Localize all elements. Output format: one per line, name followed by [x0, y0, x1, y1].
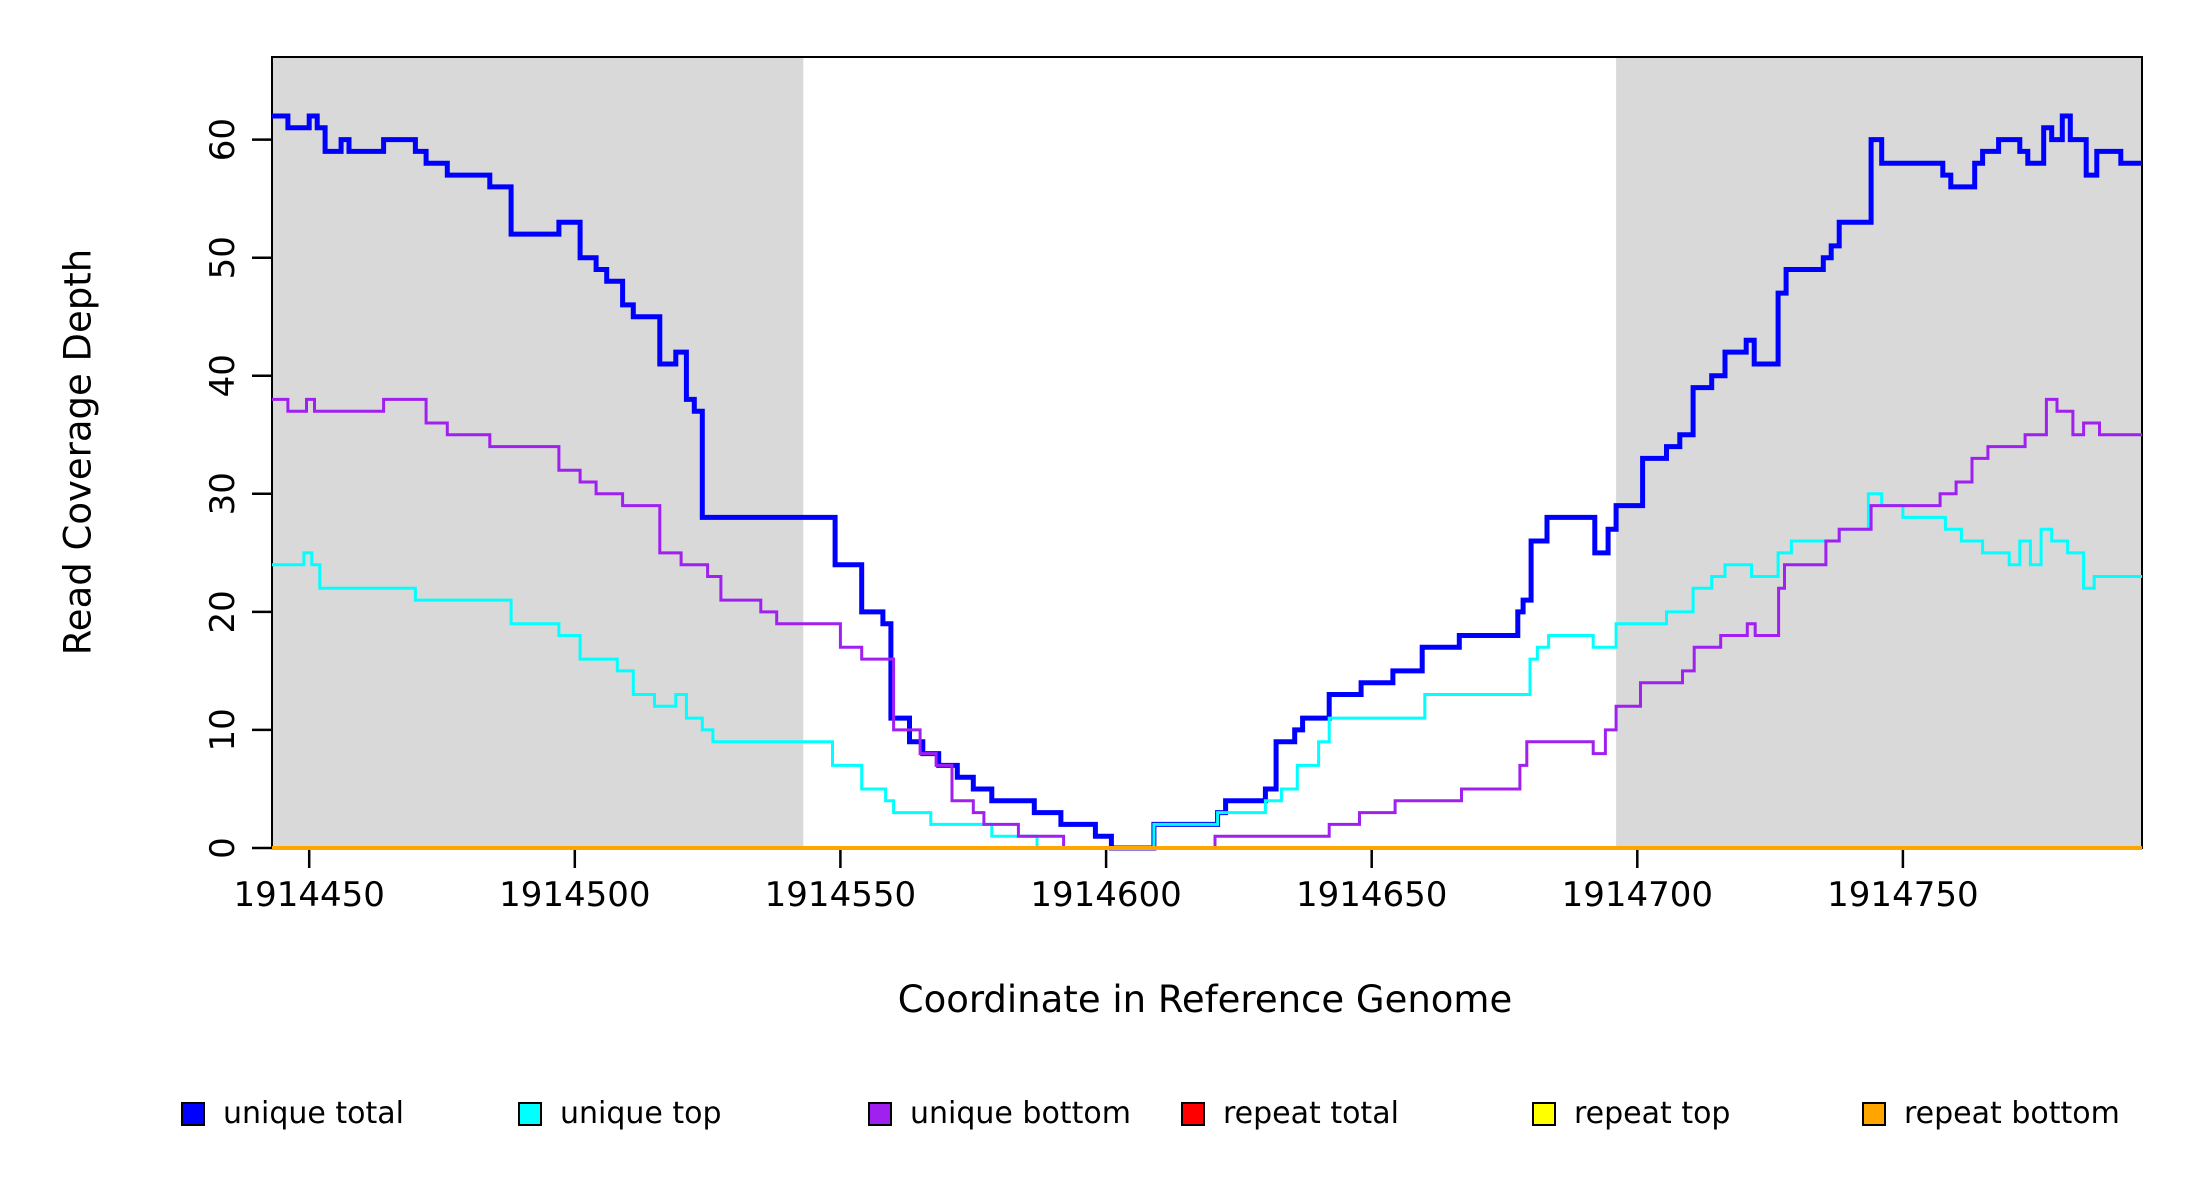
- y-tick-label: 60: [203, 118, 243, 161]
- x-tick-label: 1914700: [1562, 875, 1713, 915]
- y-tick-label: 0: [203, 837, 243, 859]
- y-axis-title: Read Coverage Depth: [56, 248, 100, 656]
- y-tick-label: 40: [203, 354, 243, 397]
- shaded-region-1: [1616, 57, 2142, 848]
- series-unique-bottom: [272, 397, 2142, 850]
- y-tick-label: 50: [203, 236, 243, 279]
- y-tick-label: 10: [203, 708, 243, 751]
- shaded-region-0: [272, 57, 804, 848]
- series-unique-top: [272, 492, 2142, 850]
- x-tick-label: 1914750: [1827, 875, 1978, 915]
- x-tick-label: 1914550: [765, 875, 916, 915]
- x-tick-label: 1914650: [1296, 875, 1447, 915]
- x-axis-title: Coordinate in Reference Genome: [897, 978, 1513, 1021]
- y-tick-label: 20: [203, 590, 243, 633]
- x-tick-label: 1914600: [1030, 875, 1181, 915]
- series-unique-total: [272, 113, 2142, 851]
- y-tick-label: 30: [203, 472, 243, 515]
- x-tick-label: 1914450: [233, 875, 384, 915]
- x-tick-label: 1914500: [499, 875, 650, 915]
